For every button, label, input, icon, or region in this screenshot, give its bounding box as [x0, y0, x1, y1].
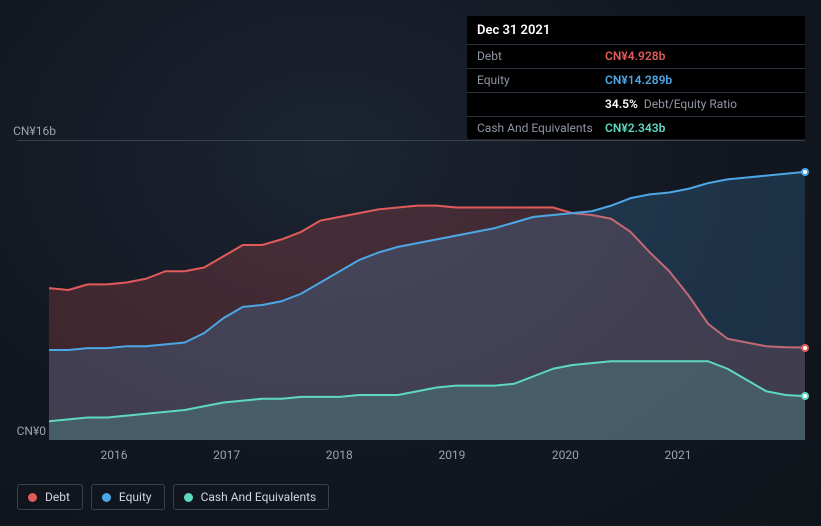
tooltip-label: Debt — [477, 48, 605, 65]
tooltip-value: 34.5%Debt/Equity Ratio — [605, 96, 737, 113]
series-end-marker-debt — [801, 344, 809, 352]
legend-item-debt[interactable]: Debt — [17, 484, 83, 510]
legend-swatch-icon — [28, 493, 37, 502]
tooltip-extra: Debt/Equity Ratio — [644, 97, 737, 111]
legend-swatch-icon — [184, 493, 193, 502]
tooltip-label: Equity — [477, 72, 605, 89]
x-tick: 2018 — [326, 448, 353, 462]
y-axis-max-label: CN¥16b — [0, 124, 56, 138]
legend-swatch-icon — [102, 493, 111, 502]
legend-item-equity[interactable]: Equity — [91, 484, 165, 510]
tooltip-row: EquityCN¥14.289b — [467, 68, 805, 92]
series-end-marker-cash-and-equivalents — [801, 392, 809, 400]
x-tick: 2017 — [213, 448, 240, 462]
x-tick: 2016 — [101, 448, 128, 462]
tooltip-date: Dec 31 2021 — [467, 22, 805, 44]
x-axis: 2016 2017 2018 2019 2020 2021 — [49, 448, 805, 468]
tooltip-row: DebtCN¥4.928b — [467, 44, 805, 68]
chart-plot[interactable] — [49, 140, 805, 440]
x-tick: 2019 — [438, 448, 465, 462]
tooltip-value: CN¥14.289b — [605, 72, 672, 89]
tooltip-value: CN¥4.928b — [605, 48, 665, 65]
x-tick: 2021 — [664, 448, 691, 462]
tooltip-label — [477, 96, 605, 113]
x-tick: 2020 — [552, 448, 579, 462]
tooltip-value: CN¥2.343b — [605, 120, 665, 137]
legend-item-cash-and-equivalents[interactable]: Cash And Equivalents — [173, 484, 330, 510]
tooltip-label: Cash And Equivalents — [477, 120, 605, 137]
series-end-marker-equity — [801, 168, 809, 176]
chart-area — [17, 140, 805, 440]
legend-label: Cash And Equivalents — [201, 490, 317, 504]
tooltip-row: 34.5%Debt/Equity Ratio — [467, 92, 805, 116]
legend-label: Debt — [45, 490, 70, 504]
tooltip-panel: Dec 31 2021 DebtCN¥4.928bEquityCN¥14.289… — [467, 16, 805, 139]
tooltip-row: Cash And EquivalentsCN¥2.343b — [467, 116, 805, 140]
legend: Debt Equity Cash And Equivalents — [17, 484, 329, 510]
chart-svg — [49, 140, 805, 440]
legend-label: Equity — [119, 490, 152, 504]
